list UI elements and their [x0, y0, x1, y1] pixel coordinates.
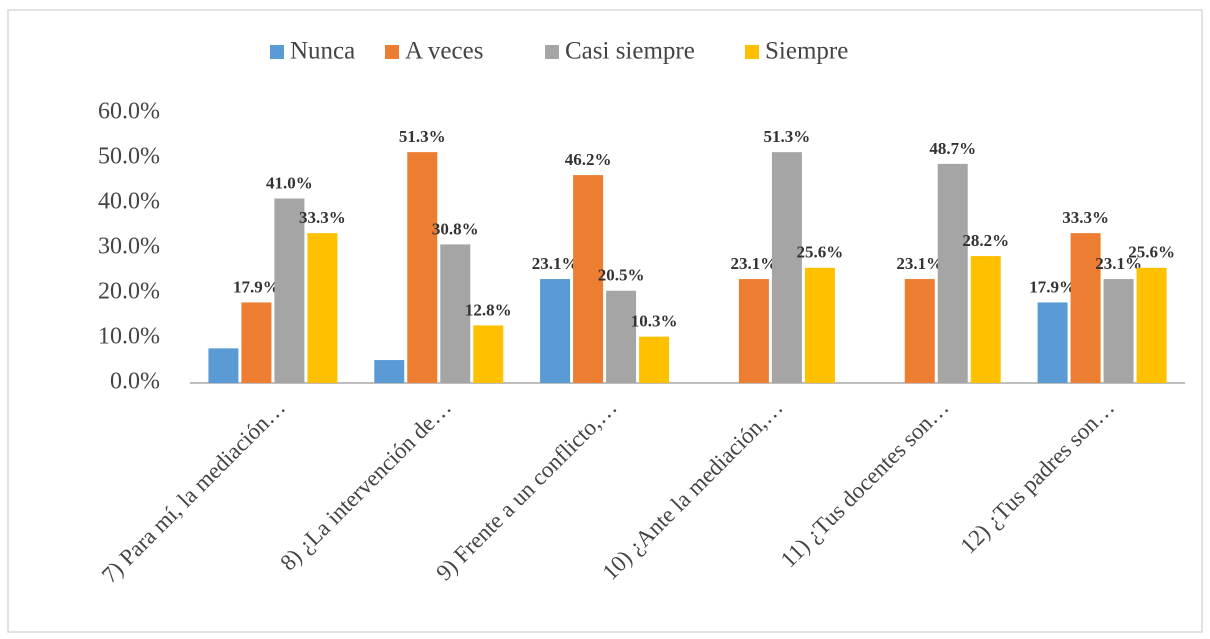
data-label: 25.6% — [1128, 243, 1175, 262]
data-label: 20.5% — [598, 266, 645, 285]
data-label: 46.2% — [565, 150, 612, 169]
data-label: 33.3% — [299, 208, 346, 227]
bar — [374, 360, 405, 383]
bar — [804, 267, 835, 383]
bar — [573, 175, 604, 383]
bar — [540, 279, 571, 383]
y-tick-label: 50.0% — [98, 144, 160, 170]
bar — [274, 198, 305, 383]
legend-swatch — [385, 45, 399, 59]
bar — [937, 163, 968, 383]
data-label: 30.8% — [432, 219, 479, 238]
legend-swatch — [745, 45, 759, 59]
y-tick-label: 0.0% — [110, 369, 160, 395]
data-label: 48.7% — [929, 139, 976, 158]
data-label: 10.3% — [631, 312, 678, 331]
legend-swatch — [545, 45, 559, 59]
legend-label: A veces — [405, 38, 483, 65]
bar — [738, 279, 769, 383]
bar — [970, 256, 1001, 383]
legend-label: Casi siempre — [565, 38, 695, 65]
bar — [639, 336, 670, 383]
bar — [771, 152, 802, 383]
data-label: 51.3% — [764, 127, 811, 146]
y-tick-label: 40.0% — [98, 189, 160, 215]
y-tick-label: 10.0% — [98, 324, 160, 350]
y-tick-label: 20.0% — [98, 279, 160, 305]
bar — [1103, 279, 1134, 383]
data-label: 23.1% — [731, 254, 778, 273]
data-label: 17.9% — [233, 277, 280, 296]
legend-label: Nunca — [290, 38, 355, 65]
y-tick-label: 30.0% — [98, 234, 160, 260]
bar — [904, 279, 935, 383]
data-label: 33.3% — [1062, 208, 1109, 227]
bar — [1037, 302, 1068, 383]
bar — [473, 325, 504, 383]
bar — [241, 302, 272, 383]
chart-frame — [7, 9, 1203, 633]
bar — [307, 233, 338, 383]
legend-swatch — [270, 45, 284, 59]
data-label: 25.6% — [797, 243, 844, 262]
bar — [407, 152, 438, 383]
bar — [208, 348, 239, 383]
data-label: 23.1% — [1095, 254, 1142, 273]
data-label: 28.2% — [962, 231, 1009, 250]
data-label: 12.8% — [465, 300, 512, 319]
y-tick-label: 60.0% — [98, 99, 160, 125]
bar — [440, 244, 471, 383]
data-label: 23.1% — [896, 254, 943, 273]
data-label: 17.9% — [1029, 277, 1076, 296]
bar — [606, 290, 637, 383]
bar — [1070, 233, 1101, 383]
legend-label: Siempre — [765, 38, 848, 65]
data-label: 41.0% — [266, 173, 313, 192]
data-label: 51.3% — [399, 127, 446, 146]
data-label: 23.1% — [532, 254, 579, 273]
bar — [1136, 267, 1167, 383]
